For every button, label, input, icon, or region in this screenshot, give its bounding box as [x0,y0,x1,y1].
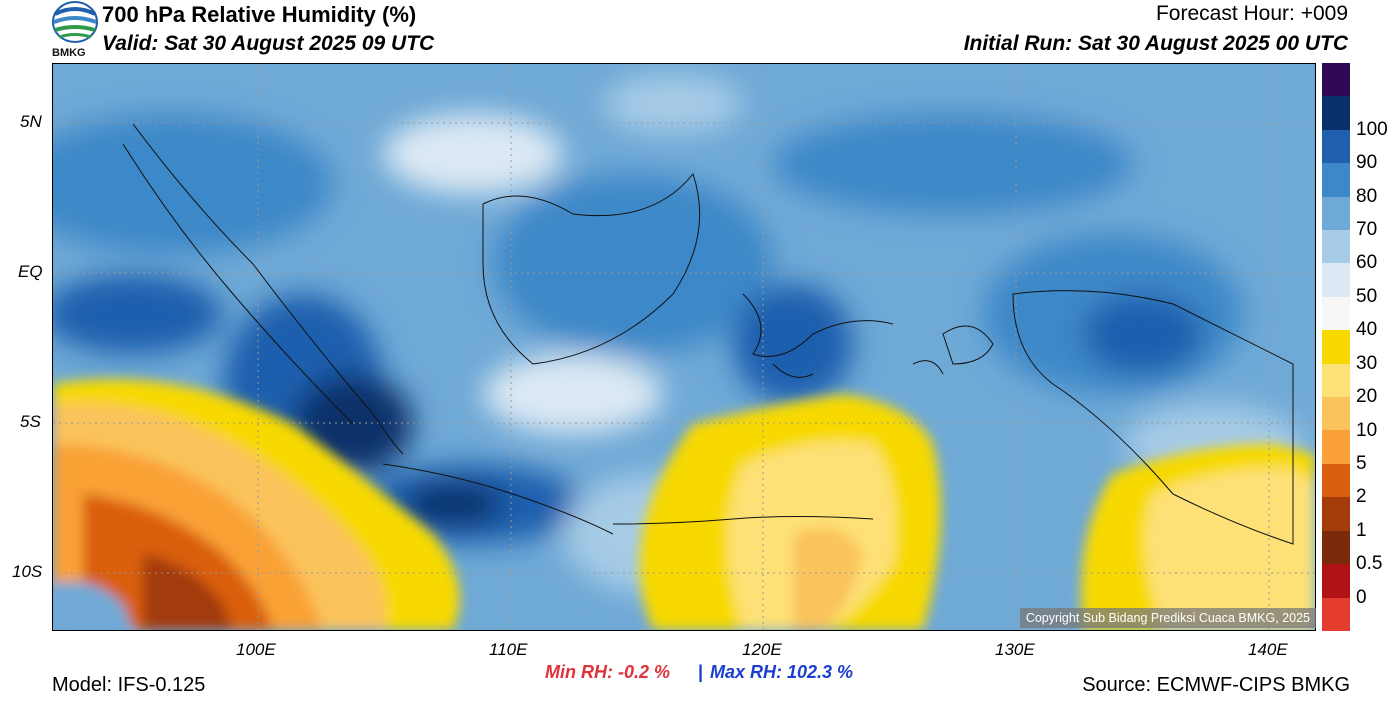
colorbar-segment [1322,330,1350,364]
lon-label-100e: 100E [236,640,276,659]
lon-label-130e: 130E [995,640,1035,659]
colorbar-tick-label: 2 [1356,486,1367,508]
colorbar-segment [1322,530,1350,565]
colorbar-tick-label: 60 [1356,252,1378,274]
lat-label-eq: EQ [18,262,43,281]
colorbar-tick-label: 30 [1356,352,1378,374]
max-rh: Max RH: 102.3 % [710,662,854,682]
colorbar-segment [1322,296,1350,331]
lat-label-10s: 10S [12,562,43,581]
lon-label-140e: 140E [1248,640,1288,659]
colorbar-tick-label: 1 [1356,519,1367,541]
colorbar-segment [1322,397,1350,431]
source-label: Source: ECMWF-CIPS BMKG [1082,674,1350,696]
colorbar-tick-label: 5 [1356,452,1367,474]
colorbar-segment [1322,463,1350,498]
valid-time: Valid: Sat 30 August 2025 09 UTC [102,32,435,55]
chart-title: 700 hPa Relative Humidity (%) [102,2,417,27]
colorbar-tick-label: 80 [1356,185,1378,207]
colorbar-tick-label: 100 [1356,118,1388,140]
min-rh: Min RH: -0.2 % [545,662,671,682]
copyright-notice: Copyright Sub Bidang Prediksi Cuaca BMKG… [1019,608,1316,628]
lat-label-5s: 5S [20,412,41,431]
colorbar-tick-label: 90 [1356,152,1378,174]
colorbar-segment [1322,363,1350,398]
lon-label-120e: 120E [742,640,782,659]
colorbar-tick-label: 0 [1356,586,1367,608]
lat-label-5n: 5N [20,112,42,131]
colorbar-tick-label: 10 [1356,419,1378,441]
colorbar-segment [1322,564,1350,598]
logo-text: BMKG [52,47,86,59]
colorbar-tick-label: 70 [1356,219,1378,241]
colorbar-segment [1322,263,1350,297]
colorbar-tick-label: 20 [1356,386,1378,408]
colorbar [1322,63,1350,631]
colorbar-segment [1322,96,1350,130]
colorbar-segment [1322,63,1350,97]
bmkg-logo [50,0,100,60]
colorbar-segment [1322,430,1350,464]
forecast-hour: Forecast Hour: +009 [1155,2,1348,25]
colorbar-segment [1322,230,1350,264]
colorbar-segment [1322,597,1350,631]
colorbar-segment [1322,129,1350,164]
colorbar-tick-label: 40 [1356,319,1378,341]
lon-label-110e: 110E [489,640,528,659]
colorbar-segment [1322,196,1350,231]
colorbar-segment [1322,497,1350,531]
colorbar-segment [1322,163,1350,197]
colorbar-tick-label: 50 [1356,285,1378,307]
colorbar-tick-label: 0.5 [1356,553,1383,575]
initial-run: Initial Run: Sat 30 August 2025 00 UTC [963,32,1348,55]
rh-separator: | [698,662,704,682]
humidity-map [52,63,1316,631]
model-label: Model: IFS-0.125 [52,674,206,696]
